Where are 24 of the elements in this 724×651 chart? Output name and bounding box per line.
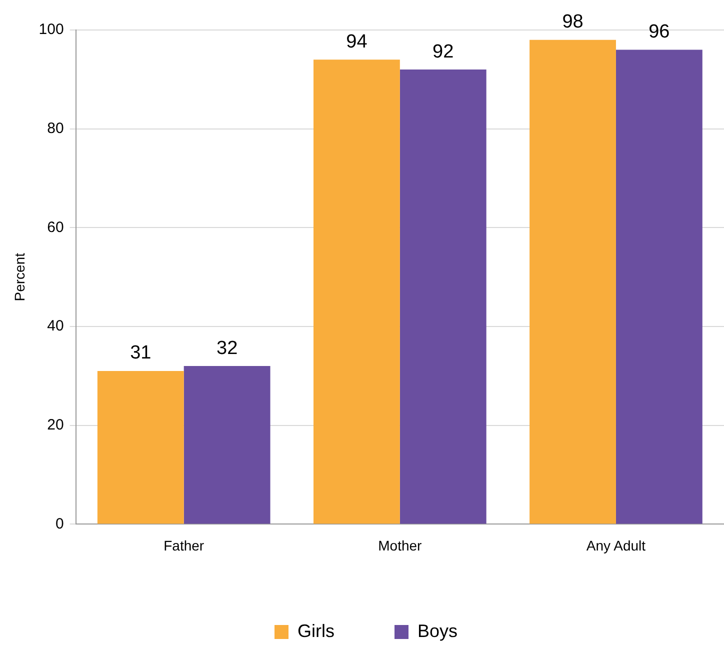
bar [97, 371, 184, 524]
y-tick-label: 60 [47, 218, 64, 236]
data-label: 94 [346, 31, 368, 52]
legend-label: Girls [297, 620, 334, 641]
data-label: 98 [562, 12, 584, 33]
data-label: 31 [130, 342, 152, 364]
y-tick-label: 80 [47, 120, 64, 137]
bar [400, 70, 486, 524]
bar [313, 60, 400, 524]
y-axis-title: Percent [11, 252, 28, 302]
data-label: 92 [432, 41, 454, 62]
bar [184, 366, 270, 524]
y-tick-label: 0 [55, 515, 64, 532]
y-tick-label: 40 [47, 318, 64, 335]
bar [530, 40, 616, 524]
y-tick-label: 20 [47, 416, 64, 434]
x-tick-label: Father [164, 537, 204, 554]
data-label: 32 [216, 338, 238, 359]
y-tick-label: 100 [38, 21, 64, 38]
data-label: 96 [648, 22, 670, 42]
bar [616, 50, 702, 524]
x-tick-label: Any Adult [586, 537, 646, 554]
legend-label: Boys [417, 620, 458, 641]
x-tick-label: Mother [378, 537, 422, 554]
